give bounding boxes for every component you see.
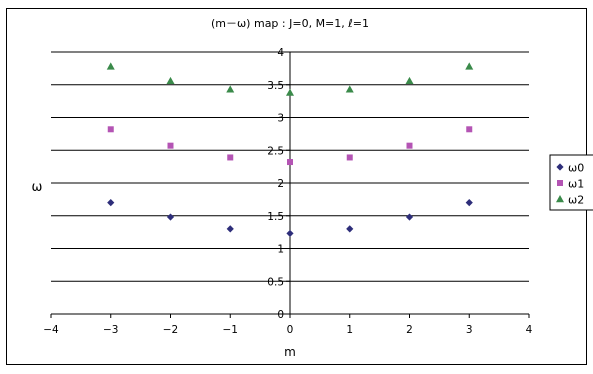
data-point-series-2 [465,62,474,70]
x-tick-label: −1 [223,324,238,336]
data-point-series-2 [106,62,115,70]
data-point-series-0 [465,199,473,207]
y-tick-label: 2.5 [267,145,284,157]
x-tick-label: −2 [163,324,178,336]
x-tick-label: −4 [43,324,59,336]
data-point-series-0 [166,213,175,221]
data-point-series-1 [406,142,413,149]
legend-label: ω2 [568,194,584,207]
legend-label: ω0 [568,162,584,175]
y-tick-label: 3.5 [267,80,284,92]
y-tick-label: 1 [277,244,284,256]
data-points [106,62,474,238]
legend: ω0 ω1 ω2 [549,154,593,211]
legend-marker-2 [556,195,564,203]
data-point-series-1 [167,142,174,149]
legend-marker-1 [557,180,563,186]
data-point-series-0 [226,225,234,233]
data-point-series-2 [226,85,235,93]
data-point-series-1 [466,126,473,133]
data-point-series-2 [166,76,175,85]
data-point-series-1 [107,126,114,133]
data-point-series-2 [286,88,294,96]
x-tick-label: −3 [103,324,118,336]
chart-title: (m－ω) map : J=0, M=1, ℓ=1 [211,17,369,30]
data-point-series-0 [405,213,414,221]
data-point-series-0 [346,225,354,233]
legend-marker-0 [556,163,564,171]
data-point-series-1 [227,154,234,161]
tick-labels: 0 0.5 1 1.5 2 2.5 3 3.5 4 −4 −3 −2 −1 0 1 2 3 4 [43,47,532,336]
y-tick-label: 0.5 [267,276,284,288]
data-point-series-2 [405,76,414,85]
x-tick-label: 2 [406,324,413,336]
y-tick-label: 0 [277,309,284,321]
data-point-series-1 [346,154,353,161]
y-tick-label: 4 [277,47,284,59]
x-axis-label: m [284,345,296,359]
x-tick-label: 3 [466,324,473,336]
y-axis-label: ω [32,180,43,195]
data-point-series-0 [286,229,294,238]
data-point-series-1 [287,159,293,166]
y-tick-label: 3 [277,113,284,125]
data-point-series-0 [107,199,115,207]
x-tick-label: 0 [287,324,294,336]
x-tick-label: 4 [526,324,533,336]
y-tick-label: 1.5 [267,211,284,223]
x-tick-label: 1 [346,324,353,336]
legend-label: ω1 [568,178,584,191]
data-point-series-2 [345,85,354,93]
y-tick-label: 2 [277,178,284,190]
